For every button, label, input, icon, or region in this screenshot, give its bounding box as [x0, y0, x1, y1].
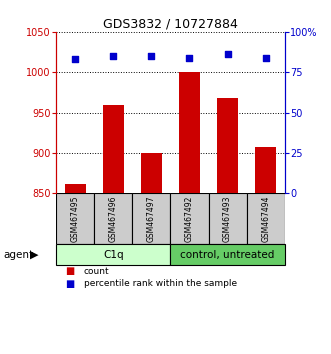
Text: GSM467492: GSM467492 [185, 195, 194, 242]
Text: GSM467495: GSM467495 [71, 195, 80, 242]
Bar [179, 72, 200, 193]
Text: ■: ■ [66, 266, 75, 276]
Text: GSM467496: GSM467496 [109, 195, 118, 242]
Bar [132, 193, 170, 244]
Text: ■: ■ [66, 279, 75, 289]
Bar [56, 244, 170, 265]
Bar [170, 244, 285, 265]
Text: GSM467493: GSM467493 [223, 195, 232, 242]
Point [149, 53, 154, 59]
Bar [255, 147, 276, 193]
Point [263, 55, 268, 61]
Bar [56, 193, 94, 244]
Title: GDS3832 / 10727884: GDS3832 / 10727884 [103, 18, 238, 31]
Point [72, 57, 78, 62]
Bar [170, 193, 209, 244]
Text: percentile rank within the sample: percentile rank within the sample [84, 279, 237, 289]
Text: count: count [84, 267, 109, 276]
Text: C1q: C1q [103, 250, 124, 259]
Bar [141, 153, 162, 193]
Text: ▶: ▶ [30, 250, 38, 259]
Bar [94, 193, 132, 244]
Bar [247, 193, 285, 244]
Bar [103, 104, 124, 193]
Text: agent: agent [3, 250, 33, 259]
Point [225, 52, 230, 57]
Bar [65, 184, 86, 193]
Text: GSM467494: GSM467494 [261, 195, 270, 242]
Bar [217, 98, 238, 193]
Bar [209, 193, 247, 244]
Point [111, 53, 116, 59]
Text: control, untreated: control, untreated [180, 250, 275, 259]
Text: GSM467497: GSM467497 [147, 195, 156, 242]
Point [187, 55, 192, 61]
